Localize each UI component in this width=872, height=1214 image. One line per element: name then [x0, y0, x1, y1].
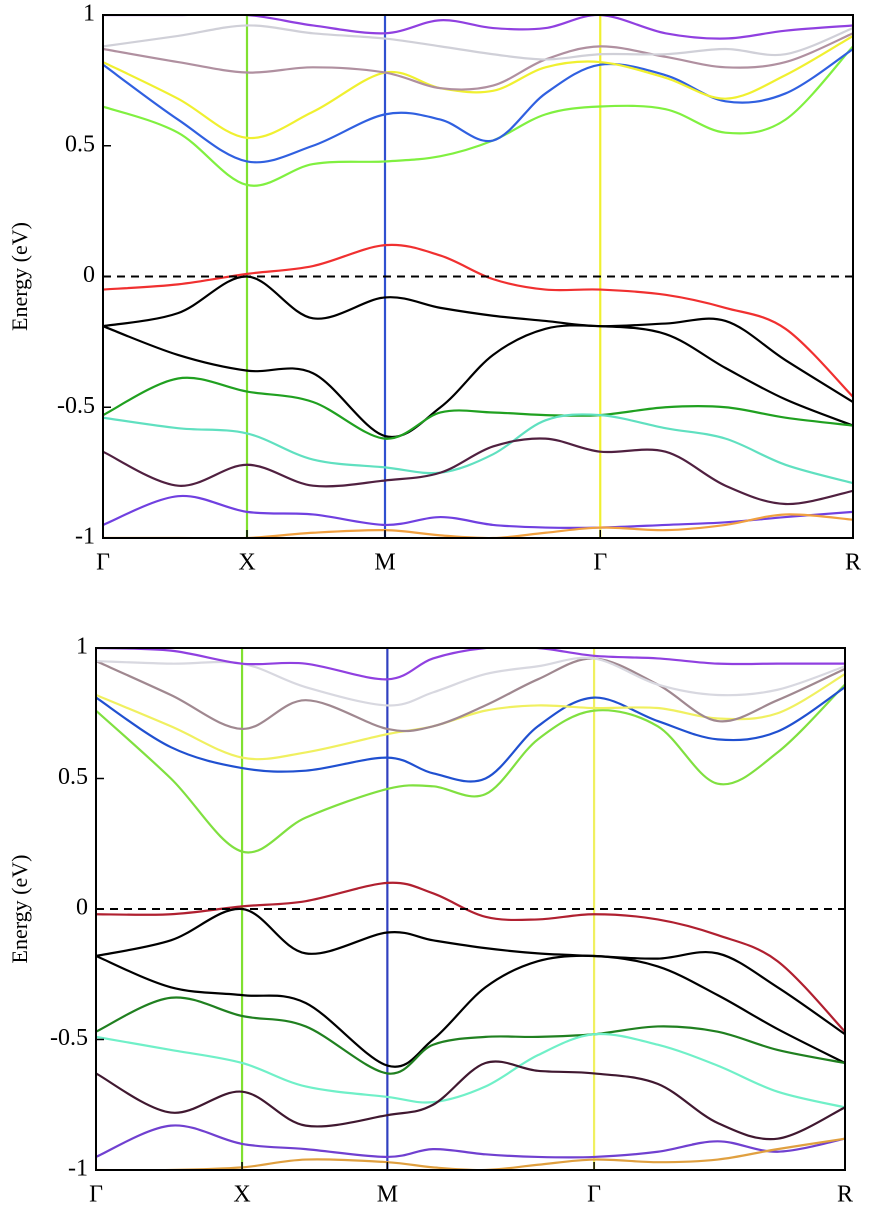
band-line: [96, 954, 845, 1068]
y-axis-label: Energy (eV): [7, 855, 32, 964]
band-line: [96, 686, 845, 783]
plot-area: [103, 15, 853, 538]
band-line: [96, 683, 845, 854]
y-tick-label: -0.5: [50, 1025, 88, 1051]
plot-area: [96, 648, 845, 1170]
band-line: [103, 243, 853, 398]
band-line: [103, 376, 853, 440]
band-line: [96, 657, 845, 733]
band-line: [103, 513, 853, 538]
chart: -1 -0.5 0 0.5 1 Γ X M Γ R Energy (eV): [7, 1, 861, 576]
x-tick-label: R: [845, 550, 861, 576]
x-tick-label: M: [377, 1182, 398, 1208]
y-tick-label: -0.5: [57, 393, 95, 419]
band-line: [96, 1032, 845, 1109]
band-line: [96, 907, 845, 1036]
y-tick-label: 1: [76, 634, 88, 660]
band-line: [96, 673, 845, 761]
y-tick-label: 1: [83, 1, 95, 27]
y-tick-label: 0: [83, 262, 95, 288]
x-tick-label: Γ: [89, 1182, 103, 1208]
y-tick-label: -1: [68, 1156, 88, 1182]
band-line: [96, 881, 845, 1033]
band-line: [103, 15, 853, 40]
band-line: [103, 24, 853, 61]
y-tick-label: 0: [76, 895, 88, 921]
x-tick-label: X: [238, 550, 255, 576]
x-tick-label: M: [374, 550, 395, 576]
band-line: [103, 494, 853, 529]
band-line: [103, 324, 853, 439]
chart: -1 -0.5 0 0.5 1 Γ X M Γ R Energy (eV): [7, 634, 853, 1208]
x-tick-label: X: [233, 1182, 250, 1208]
band-line: [103, 32, 853, 91]
x-tick-label: Γ: [593, 550, 607, 576]
band-line: [103, 34, 853, 140]
x-tick-label: R: [837, 1182, 853, 1208]
band-line: [103, 48, 853, 164]
y-tick-label: 0.5: [58, 764, 88, 790]
y-axis-label: Energy (eV): [7, 222, 32, 331]
band-line: [103, 413, 853, 485]
band-line: [96, 1124, 845, 1159]
x-tick-label: Γ: [96, 550, 110, 576]
band-line: [96, 1060, 845, 1141]
y-tick-label: -1: [75, 524, 95, 550]
band-line: [96, 996, 845, 1075]
y-tick-label: 0.5: [65, 131, 95, 157]
band-line: [103, 437, 853, 506]
x-tick-label: Γ: [587, 1182, 601, 1208]
